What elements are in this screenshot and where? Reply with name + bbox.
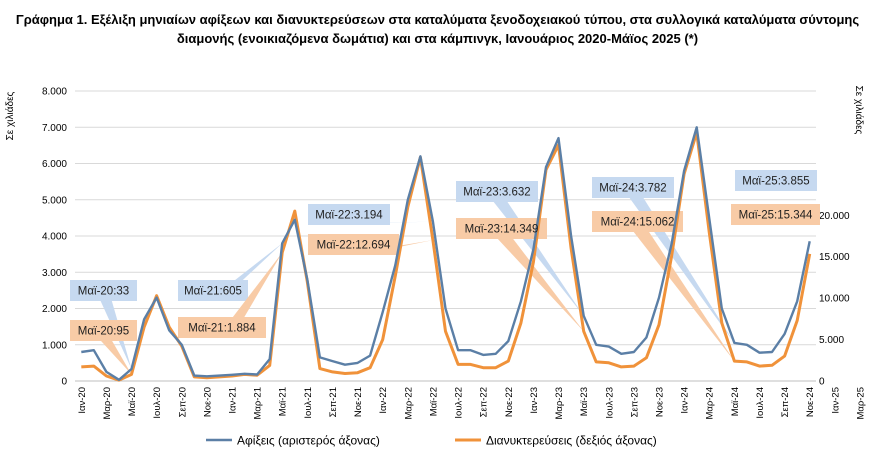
- x-tick-label: Μαϊ-21: [278, 387, 289, 416]
- x-tick-label: Μαϊ-23: [579, 387, 590, 416]
- x-tick-label: Μαϊ-22: [428, 387, 439, 416]
- annotation-box: [308, 234, 399, 255]
- x-tick-label: Ιουλ-21: [303, 387, 314, 419]
- x-tick-label: Ιαν-23: [529, 387, 540, 414]
- y-left-axis-title: Σε χιλιάδες: [4, 91, 16, 140]
- x-tick-label: Μαϊ-24: [730, 387, 741, 416]
- y-right-axis-title: Σε χιλιάδες: [853, 86, 865, 135]
- x-tick-label: Ιουλ-23: [604, 387, 615, 419]
- x-tick-label: Σεπ-22: [479, 387, 490, 417]
- x-tick-label: Νοε-22: [504, 387, 515, 417]
- annotation-box: [178, 317, 266, 338]
- x-tick-label: Μαρ-21: [253, 387, 264, 420]
- annotation-label: Μαϊ-22:3.194: [315, 210, 383, 222]
- annotation-box: [456, 181, 538, 202]
- y-right-tick-label: 20.000: [819, 211, 850, 222]
- annotation-box: [70, 320, 137, 341]
- annotation-box: [178, 280, 248, 301]
- annotation-label: Μαϊ-24:15.062: [601, 217, 675, 229]
- series-lines: [81, 126, 812, 382]
- y-right-tick-label: 5.000: [819, 335, 844, 346]
- annotation-box: [731, 204, 820, 225]
- annotation-label: Μαϊ-24:3.782: [599, 183, 666, 195]
- y-left-tick-label: 3.000: [42, 268, 67, 279]
- annotation-pointer: [628, 197, 735, 343]
- annotation-box: [70, 280, 137, 301]
- annotation-box: [456, 218, 547, 239]
- x-tick-label: Νοε-20: [202, 387, 213, 417]
- x-tick-label: Σεπ-23: [629, 387, 640, 417]
- legend-label-overnight-stays: Διανυκτερεύσεις (δεξιός άξονας): [486, 434, 657, 448]
- annotation-boxes: [70, 170, 820, 375]
- left-axis: 0 1.000 2.000 3.000 4.000 5.000 6.000 7.000 8.00…: [4, 87, 67, 388]
- annotation-label: Μαϊ-23:3.632: [463, 187, 530, 199]
- x-tick-label: Ιαν-24: [680, 387, 691, 414]
- x-tick-label: Μαρ-20: [102, 387, 113, 420]
- y-right-tick-label: 0: [819, 377, 825, 388]
- x-tick-label: Σεπ-24: [780, 387, 791, 417]
- x-tick-label: Σεπ-21: [328, 387, 339, 417]
- right-axis: 0 5.000 10.000 15.000 20.000 Σε χιλιάδες: [819, 86, 865, 388]
- y-left-tick-label: 7.000: [42, 123, 67, 134]
- x-tick-label: Ιαν-25: [830, 387, 841, 414]
- annotation-label: Μαϊ-22:12.694: [317, 240, 391, 252]
- annotation-label: Μαϊ-21:605: [184, 286, 242, 298]
- x-tick-label: Ιουλ-20: [152, 387, 163, 419]
- annotation-pointer: [632, 231, 735, 362]
- x-tick-label: Μαϊ-20: [127, 387, 138, 416]
- x-tick-label: Νοε-24: [805, 387, 816, 417]
- x-tick-label: Μαρ-24: [705, 387, 716, 420]
- annotation-label: Μαϊ-20:95: [78, 326, 129, 338]
- x-tick-label: Μαρ-25: [855, 387, 866, 420]
- y-left-tick-label: 2.000: [42, 304, 67, 315]
- x-tick-label: Νοε-21: [353, 387, 364, 417]
- y-left-tick-label: 1.000: [42, 340, 67, 351]
- annotation-box: [592, 177, 674, 198]
- x-tick-label: Νοε-23: [655, 387, 666, 417]
- x-tick-label: Ιαν-21: [227, 387, 238, 414]
- annotation-box: [735, 170, 817, 191]
- legend: Αφίξεις (αριστερός άξονας) Διανυκτερεύσει…: [206, 434, 657, 448]
- y-left-tick-label: 6.000: [42, 159, 67, 170]
- x-tick-label: Ιουλ-24: [755, 387, 766, 419]
- annotation-pointer: [100, 340, 132, 375]
- y-right-tick-label: 15.000: [819, 252, 850, 263]
- annotation-label: Μαϊ-23:14.349: [465, 224, 539, 236]
- arrivals-line: [81, 126, 811, 381]
- overnight-stays-line: [81, 130, 812, 382]
- annotation-label: Μαϊ-20:33: [78, 286, 129, 298]
- x-tick-label: Ιουλ-22: [454, 387, 465, 419]
- y-right-tick-label: 10.000: [819, 294, 850, 305]
- x-tick-label: Σεπ-20: [177, 387, 188, 417]
- annotation-label: Μαϊ-25:15.344: [739, 210, 813, 222]
- annotation-label: Μαϊ-21:1.884: [188, 323, 256, 335]
- annotation-pointer: [496, 238, 584, 332]
- x-tick-label: Ιαν-20: [77, 387, 88, 414]
- y-left-tick-label: 0: [61, 377, 67, 388]
- x-tick-label: Ιαν-22: [378, 387, 389, 414]
- y-left-tick-label: 8.000: [42, 87, 67, 98]
- chart-title: Γράφημα 1. Εξέλιξη μηνιαίων αφίξεων και …: [15, 12, 860, 46]
- legend-label-arrivals: Αφίξεις (αριστερός άξονας): [237, 434, 380, 448]
- y-left-tick-label: 5.000: [42, 195, 67, 206]
- annotation-labels: Μαϊ-20:33 Μαϊ-20:95 Μαϊ-21:605 Μαϊ-21:1.884…: [78, 176, 813, 338]
- y-left-tick-label: 4.000: [42, 232, 67, 243]
- annotation-box: [308, 204, 390, 225]
- x-tick-label: Μαρ-23: [554, 387, 565, 420]
- annotation-label: Μαϊ-25:3.855: [742, 176, 809, 188]
- annotation-box: [592, 211, 683, 232]
- x-tick-label: Μαρ-22: [403, 387, 414, 420]
- x-axis: Ιαν-20 Μαρ-20 Μαϊ-20 Ιουλ-20 Σεπ-20 Νοε-20 Ιαν…: [75, 380, 866, 420]
